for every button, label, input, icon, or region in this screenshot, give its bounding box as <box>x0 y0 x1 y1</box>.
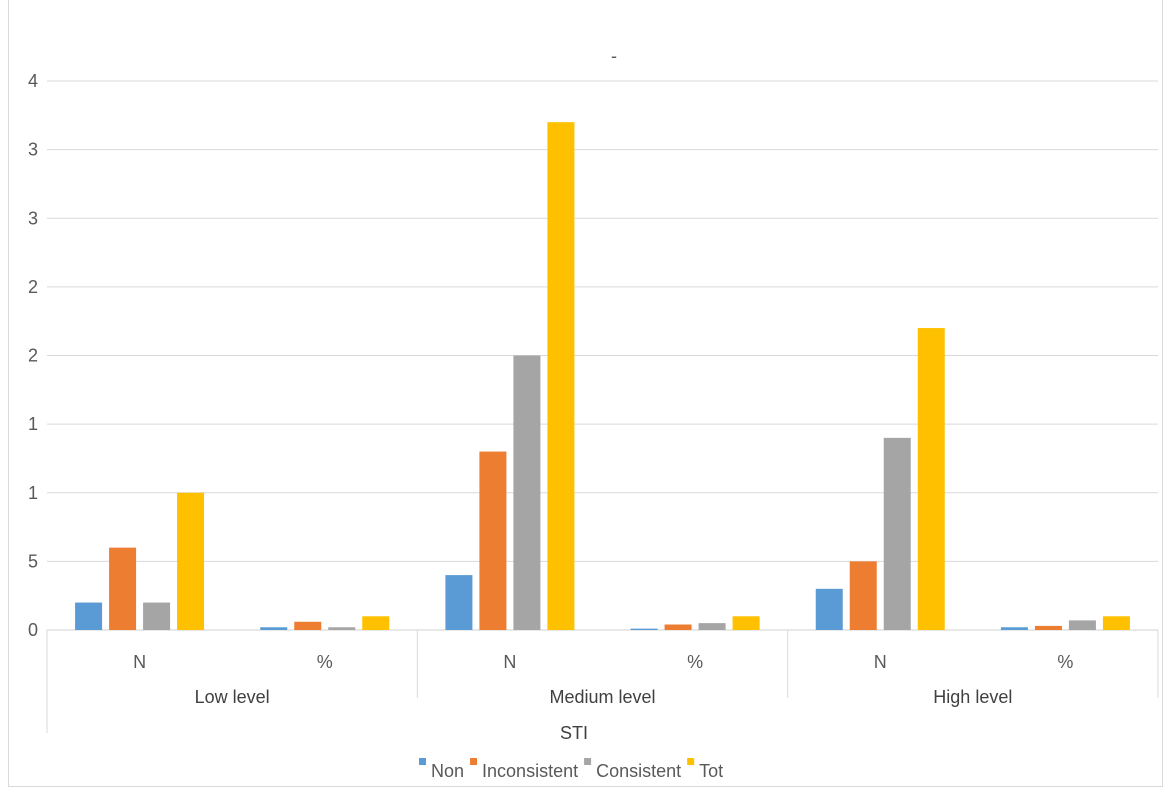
x-group-label: Low level <box>195 687 270 707</box>
chart-frame <box>8 0 1163 787</box>
bar-consistent-4 <box>883 437 911 630</box>
x-tick-label: % <box>687 652 703 672</box>
x-tick-label: % <box>1057 652 1073 672</box>
y-tick-label: 2 <box>28 346 38 366</box>
bar-tot-2 <box>547 122 575 631</box>
bar-inconsistent-3 <box>664 624 692 630</box>
bars <box>75 122 1130 631</box>
bar-tot-4 <box>917 328 945 630</box>
bar-consistent-1 <box>328 627 356 630</box>
bar-inconsistent-0 <box>109 547 137 630</box>
legend-label: Inconsistent <box>482 761 578 781</box>
x-tick-label: N <box>503 652 516 672</box>
y-tick-label: 3 <box>28 140 38 160</box>
y-tick-label: 2 <box>28 277 38 297</box>
x-tick-label: N <box>133 652 146 672</box>
legend-label: Tot <box>699 761 723 781</box>
bar-tot-3 <box>732 616 760 630</box>
bar-inconsistent-4 <box>849 561 877 630</box>
bar-consistent-3 <box>698 623 726 630</box>
x-group-label: High level <box>933 687 1012 707</box>
x-axis: N % Low level N % Medium level N % High level <box>46 630 1159 733</box>
bar-non-0 <box>75 602 103 630</box>
x-group-label: Medium level <box>549 687 655 707</box>
bar-non-1 <box>260 627 288 630</box>
legend-swatch <box>584 758 592 765</box>
bar-consistent-5 <box>1068 620 1096 630</box>
legend-label: Consistent <box>596 761 681 781</box>
y-tick-label: 4 <box>28 71 38 91</box>
y-tick-label: 5 <box>28 551 38 571</box>
gridlines <box>47 80 1158 631</box>
bar-consistent-2 <box>513 355 541 630</box>
bar-tot-1 <box>362 616 390 630</box>
legend-label: Non <box>431 761 464 781</box>
bar-tot-5 <box>1102 616 1130 630</box>
bar-inconsistent-2 <box>479 451 507 630</box>
legend-swatch <box>687 758 695 765</box>
bar-tot-0 <box>177 492 205 630</box>
chart-title: - <box>611 46 617 66</box>
legend-swatch <box>470 758 478 765</box>
legend-swatch <box>419 758 426 765</box>
bar-inconsistent-5 <box>1034 625 1062 630</box>
y-axis-tick-labels: 0 5 1 1 2 2 3 3 4 <box>28 71 38 640</box>
x-axis-title: STI <box>560 723 588 743</box>
x-tick-label: N <box>874 652 887 672</box>
bar-non-4 <box>815 588 843 630</box>
legend: Non Inconsistent Consistent Tot <box>419 758 723 781</box>
bar-consistent-0 <box>143 602 171 630</box>
bar-non-5 <box>1000 627 1028 630</box>
bar-inconsistent-1 <box>294 621 322 630</box>
y-tick-label: 1 <box>28 483 38 503</box>
x-tick-label: % <box>317 652 333 672</box>
bar-non-3 <box>630 628 658 630</box>
bar-non-2 <box>445 575 473 630</box>
y-tick-label: 1 <box>28 414 38 434</box>
y-tick-label: 3 <box>28 208 38 228</box>
y-tick-label: 0 <box>28 620 38 640</box>
